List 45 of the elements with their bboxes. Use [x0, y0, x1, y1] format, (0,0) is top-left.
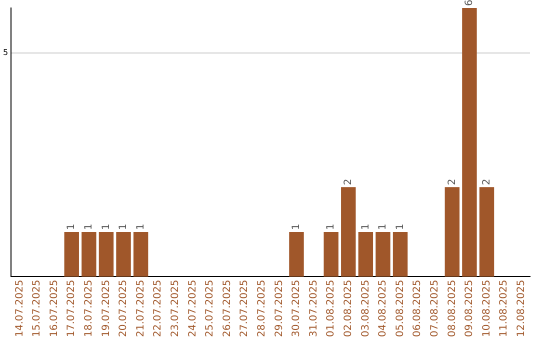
x-tick-label: 09.08.2025: [464, 280, 476, 338]
x-tick-label: 11.08.2025: [498, 280, 510, 338]
x-tick-label: 27.07.2025: [239, 280, 250, 338]
x-tick-label: 19.07.2025: [100, 280, 112, 338]
x-tick-label: 02.08.2025: [342, 280, 354, 338]
data-label: 6: [464, 0, 476, 6]
x-tick-label: 12.08.2025: [516, 280, 527, 338]
x-tick-label: 07.08.2025: [429, 280, 440, 338]
data-label: 1: [394, 224, 406, 230]
x-tick-label: 28.07.2025: [256, 280, 268, 338]
x-tick-label: 25.07.2025: [204, 280, 216, 338]
data-label: 1: [135, 224, 146, 230]
data-label: 1: [66, 224, 78, 230]
x-tick-label: 17.07.2025: [66, 280, 78, 338]
data-label: 1: [326, 224, 337, 230]
x-tick-label: 24.07.2025: [187, 280, 198, 338]
x-tick-label: 01.08.2025: [326, 280, 337, 338]
data-label: 2: [481, 178, 492, 186]
x-tick-label: 06.08.2025: [412, 280, 424, 338]
x-tick-label: 08.08.2025: [446, 280, 458, 338]
x-tick-label: 16.07.2025: [48, 280, 60, 338]
data-label: 1: [291, 224, 302, 230]
x-tick-label: 23.07.2025: [170, 280, 182, 338]
data-label: 1: [100, 224, 112, 230]
data-label: 2: [342, 178, 354, 186]
x-tick-label: 04.08.2025: [378, 280, 389, 338]
y-tick-label: 5: [2, 48, 8, 57]
data-label: 1: [378, 224, 389, 230]
x-tick-label: 20.07.2025: [118, 280, 130, 338]
x-tick-label: 18.07.2025: [84, 280, 95, 338]
data-label: 2: [446, 178, 458, 186]
data-label: 1: [84, 224, 95, 230]
x-tick-label: 29.07.2025: [274, 280, 285, 338]
x-tick-label: 31.07.2025: [308, 280, 320, 338]
x-tick-label: 03.08.2025: [360, 280, 372, 338]
x-tick-label: 15.07.2025: [32, 280, 43, 338]
x-tick-label: 10.08.2025: [481, 280, 492, 338]
x-tick-label: 26.07.2025: [222, 280, 233, 338]
x-tick-label: 22.07.2025: [152, 280, 164, 338]
x-tick-label: 30.07.2025: [291, 280, 302, 338]
x-tick-label: 14.07.2025: [14, 280, 26, 338]
data-label: 1: [118, 224, 130, 230]
x-tick-label: 05.08.2025: [394, 280, 406, 338]
x-tick-label: 21.07.2025: [135, 280, 146, 338]
data-label: 1: [360, 224, 372, 230]
